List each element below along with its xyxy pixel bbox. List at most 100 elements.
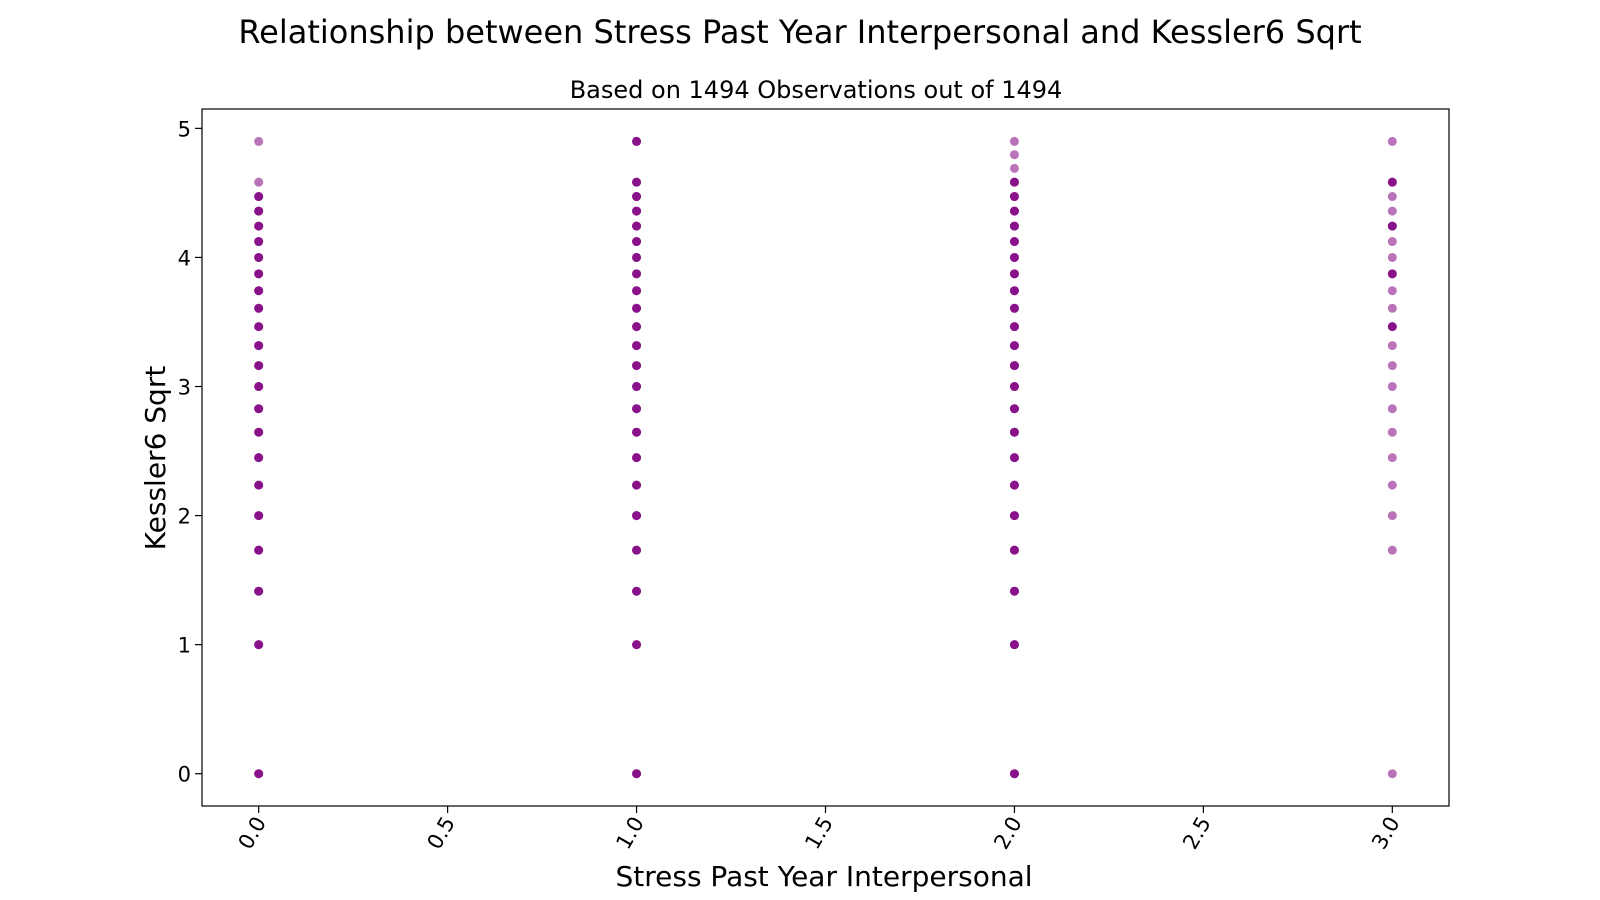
data-point [254, 511, 264, 521]
x-tick-label: 2.0 [989, 813, 1026, 854]
data-point [632, 252, 642, 262]
data-point [632, 341, 642, 351]
data-point [1387, 192, 1397, 202]
data-point [1009, 322, 1019, 332]
x-tick-label: 2.5 [1178, 813, 1215, 854]
data-point [1387, 206, 1397, 216]
data-point [1387, 237, 1397, 247]
data-point [254, 341, 264, 351]
data-point [1387, 769, 1397, 779]
data-point [1009, 252, 1019, 262]
data-point [1009, 192, 1019, 202]
y-axis-label: Kessler6 Sqrt [139, 366, 172, 551]
data-point [1009, 361, 1019, 371]
data-point [1387, 404, 1397, 414]
data-point [1387, 269, 1397, 279]
data-point [632, 237, 642, 247]
data-point [1387, 286, 1397, 296]
data-point [1387, 136, 1397, 146]
data-point [254, 221, 264, 231]
data-point [1009, 586, 1019, 596]
data-point [632, 206, 642, 216]
data-point [1009, 163, 1019, 173]
data-point [254, 382, 264, 392]
y-tick-label: 2 [178, 505, 191, 529]
data-point [632, 640, 642, 650]
y-tick-label: 4 [178, 246, 191, 270]
data-point [1009, 177, 1019, 187]
data-point [1009, 150, 1019, 160]
data-point [1387, 221, 1397, 231]
data-point [1009, 480, 1019, 490]
data-point [1387, 480, 1397, 490]
data-point [1387, 303, 1397, 313]
data-point [1387, 177, 1397, 187]
data-point [1387, 322, 1397, 332]
x-tick-label: 1.5 [800, 813, 837, 854]
x-tick-label: 3.0 [1367, 813, 1404, 854]
data-point [254, 177, 264, 187]
data-point [254, 480, 264, 490]
data-point [254, 237, 264, 247]
data-point [632, 322, 642, 332]
data-point [1009, 640, 1019, 650]
data-point [632, 303, 642, 313]
data-point [254, 769, 264, 779]
x-axis-label: Stress Past Year Interpersonal [615, 860, 1032, 893]
data-point [1009, 303, 1019, 313]
data-point [254, 361, 264, 371]
data-point [1009, 136, 1019, 146]
data-points [254, 136, 1397, 779]
data-point [632, 545, 642, 555]
data-point [632, 192, 642, 202]
plot-area [201, 108, 1450, 807]
data-point [1387, 361, 1397, 371]
data-point [254, 206, 264, 216]
data-point [1009, 221, 1019, 231]
data-point [1009, 404, 1019, 414]
data-point [632, 480, 642, 490]
data-point [632, 361, 642, 371]
y-tick-label: 0 [178, 763, 191, 787]
data-point [1387, 382, 1397, 392]
data-point [254, 286, 264, 296]
data-point [632, 382, 642, 392]
x-tick-label: 0.5 [422, 813, 459, 854]
data-point [1009, 269, 1019, 279]
data-point [632, 511, 642, 521]
data-point [632, 586, 642, 596]
data-point [632, 269, 642, 279]
chart-title: Relationship between Stress Past Year In… [238, 13, 1361, 51]
data-point [254, 586, 264, 596]
data-point [1009, 341, 1019, 351]
data-point [254, 427, 264, 437]
x-tick-label: 0.0 [234, 813, 271, 854]
data-point [1009, 545, 1019, 555]
data-point [1009, 206, 1019, 216]
y-tick-label: 1 [178, 634, 191, 658]
data-point [632, 177, 642, 187]
data-point [254, 136, 264, 146]
data-point [632, 221, 642, 231]
y-tick-label: 3 [178, 376, 191, 400]
data-point [1009, 237, 1019, 247]
data-point [1009, 382, 1019, 392]
data-point [632, 453, 642, 463]
y-axis: 0 1 2 3 4 5 [178, 117, 202, 787]
x-tick-label: 1.0 [611, 813, 648, 854]
data-point [1387, 341, 1397, 351]
data-point [254, 269, 264, 279]
data-point [1387, 453, 1397, 463]
data-point [1009, 427, 1019, 437]
data-point [1009, 769, 1019, 779]
data-point [1009, 453, 1019, 463]
data-point [632, 136, 642, 146]
data-point [254, 303, 264, 313]
data-point [632, 427, 642, 437]
data-point [1387, 252, 1397, 262]
data-point [254, 252, 264, 262]
data-point [254, 192, 264, 202]
data-point [254, 453, 264, 463]
data-point [1009, 511, 1019, 521]
